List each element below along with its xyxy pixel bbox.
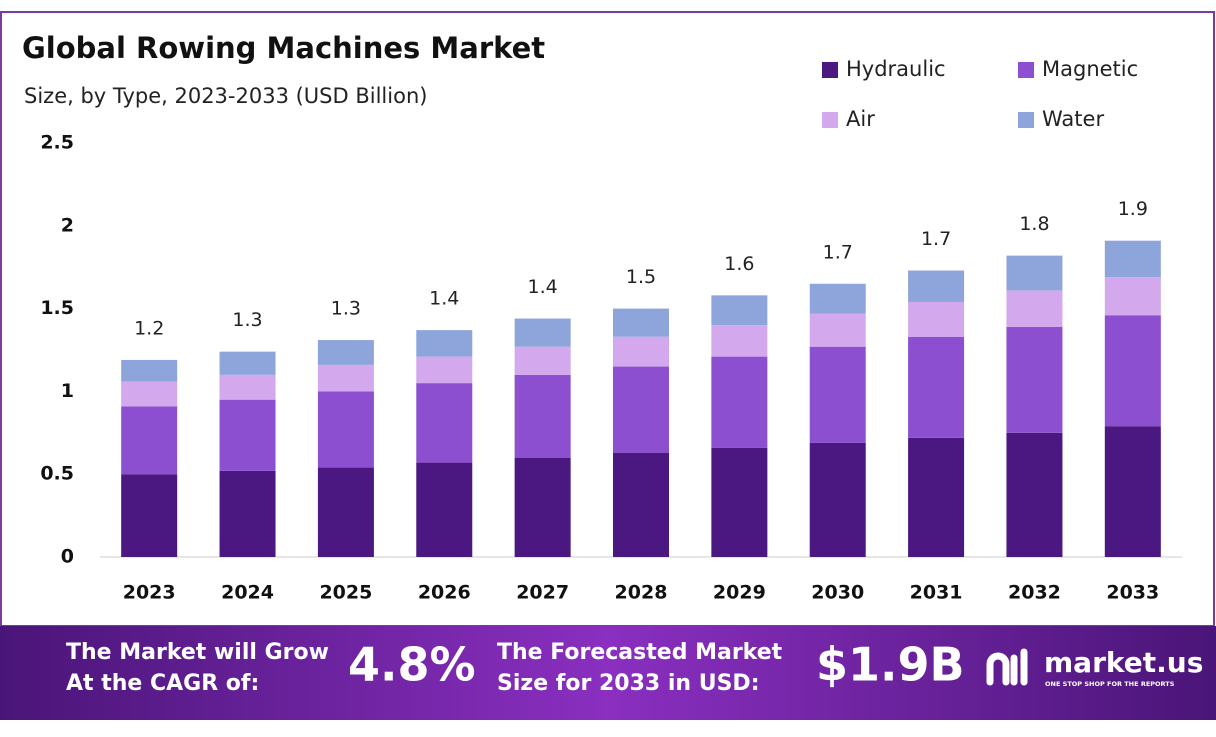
bar-segment (908, 301, 965, 337)
bar-segment (711, 356, 768, 448)
y-tick-label: 1 (61, 380, 74, 402)
x-tick-label: 2030 (811, 582, 864, 604)
legend-label: Water (1042, 107, 1104, 131)
bar-segment (121, 474, 178, 557)
bar-segment (317, 340, 374, 365)
total-label: 1.7 (823, 241, 853, 263)
legend-swatch (822, 62, 838, 78)
legend-swatch (1018, 112, 1034, 128)
footer-text: The Market will Grow (66, 640, 329, 665)
x-tick-label: 2024 (221, 582, 274, 604)
bar-segment (416, 330, 473, 357)
brand: market.us (1044, 646, 1203, 679)
x-tick-label: 2031 (910, 582, 963, 604)
bar-segment (219, 470, 276, 557)
y-tick-label: 1.5 (40, 297, 74, 319)
x-tick-label: 2028 (615, 582, 668, 604)
logo-icon (986, 648, 1028, 686)
bar-segment (1104, 240, 1161, 278)
legend-swatch (1018, 62, 1034, 78)
bar-segment (514, 318, 571, 347)
footer-forecast: $1.9B (816, 638, 965, 692)
footer-text: Size for 2033 in USD: (497, 671, 760, 696)
bar-segment (613, 308, 669, 337)
total-label: 1.6 (724, 253, 754, 275)
bar-segment (514, 346, 571, 375)
bar-segment (809, 283, 866, 314)
bar-segment (219, 399, 276, 471)
bar-segment (1006, 326, 1063, 433)
total-label: 1.4 (429, 288, 459, 310)
legend-label: Magnetic (1042, 57, 1138, 81)
bar-segment (809, 442, 866, 557)
bar-segment (317, 391, 374, 468)
tagline: ONE STOP SHOP FOR THE REPORTS (1045, 680, 1175, 688)
bar-segment (613, 452, 669, 557)
total-label: 1.9 (1118, 198, 1148, 220)
bar-segment (908, 437, 965, 557)
x-tick-label: 2023 (123, 582, 176, 604)
total-label: 1.7 (921, 228, 951, 250)
total-label: 1.8 (1019, 213, 1049, 235)
bar-segment (711, 295, 768, 326)
x-tick-label: 2029 (713, 582, 766, 604)
y-tick-label: 0.5 (40, 463, 74, 485)
bar-segment (514, 374, 571, 458)
bar-segment (1006, 255, 1063, 291)
chart-title: Global Rowing Machines Market (22, 31, 545, 65)
bar-segment (514, 457, 571, 557)
bar-segment (416, 462, 473, 557)
bar-segment (613, 366, 669, 453)
bar-segment (1104, 426, 1161, 557)
bar-segment (219, 374, 276, 400)
bar-segment (1006, 290, 1063, 327)
footer-text: At the CAGR of: (66, 671, 259, 696)
bar-segment (1006, 432, 1063, 557)
y-tick-label: 0 (61, 546, 74, 568)
bar-segment (416, 383, 473, 463)
legend-swatch (822, 112, 838, 128)
chart-subtitle: Size, by Type, 2023-2033 (USD Billion) (24, 84, 427, 108)
bar-segment (613, 336, 669, 367)
total-label: 1.3 (331, 298, 361, 320)
bar-segment (1104, 277, 1161, 316)
y-tick-label: 2 (61, 214, 74, 236)
y-tick-label: 2.5 (40, 132, 74, 154)
total-label: 1.4 (528, 276, 558, 298)
bar-segment (121, 406, 178, 475)
bar-segment (711, 447, 768, 557)
bar-segment (416, 356, 473, 384)
bar-segment (711, 325, 768, 357)
x-tick-label: 2025 (319, 582, 372, 604)
bar-segment (908, 336, 965, 438)
total-label: 1.2 (134, 317, 164, 339)
total-label: 1.5 (626, 266, 656, 288)
footer-text: The Forecasted Market (497, 640, 783, 665)
bar-segment (1104, 315, 1161, 427)
footer-cagr: 4.8% (348, 638, 476, 692)
bar-segment (121, 359, 178, 382)
total-label: 1.3 (232, 309, 262, 331)
bar-segment (219, 351, 276, 375)
bar-segment (809, 313, 866, 347)
x-tick-label: 2033 (1106, 582, 1159, 604)
bar-segment (809, 346, 866, 443)
x-tick-label: 2027 (516, 582, 569, 604)
bar-segment (317, 364, 374, 392)
bar-segment (317, 467, 374, 557)
bar-segment (121, 381, 178, 407)
legend-label: Air (846, 107, 875, 131)
legend-label: Hydraulic (846, 57, 946, 81)
x-tick-label: 2032 (1008, 582, 1061, 604)
bar-segment (908, 270, 965, 302)
x-tick-label: 2026 (418, 582, 471, 604)
